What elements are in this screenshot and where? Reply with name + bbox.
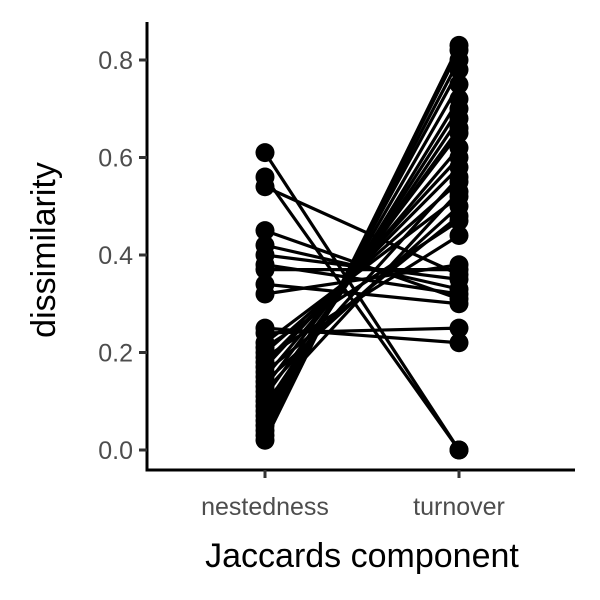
data-point [255,143,275,163]
y-axis-title: dissimilarity [25,162,63,338]
y-tick-label: 0.0 [98,437,133,465]
data-point [449,35,469,55]
data-point [255,430,275,450]
x-ticks: nestedness turnover [201,470,505,521]
y-tick-label: 0.6 [98,145,133,173]
data-point [255,221,275,241]
series-line [263,175,461,393]
data-point [449,440,469,460]
x-tick-label: turnover [413,493,505,521]
data-point [449,226,469,245]
y-ticks: 0.0 0.2 0.4 0.6 0.8 [98,47,147,465]
data-point [449,294,469,314]
data-point [449,333,469,353]
data-point [255,260,275,280]
series-line [264,263,460,296]
data-point [449,255,469,275]
data-point [255,177,275,197]
data-point [449,138,469,158]
series-lines [263,44,461,451]
y-tick-label: 0.8 [98,47,133,75]
y-tick-label: 0.4 [98,242,133,270]
x-axis-title: Jaccards component [205,537,519,575]
data-point [449,167,469,187]
data-point [449,89,469,109]
data-point [449,182,469,202]
series-line [264,195,460,345]
y-tick-label: 0.2 [98,340,133,368]
series-line [263,44,461,441]
series-line [264,185,460,276]
data-point [449,196,469,216]
x-tick-label: nestedness [201,493,329,521]
data-point [255,284,275,304]
series-points [255,35,469,460]
series-line [263,180,461,354]
data-point [449,318,469,338]
data-point [449,74,469,94]
series-line [263,176,461,451]
